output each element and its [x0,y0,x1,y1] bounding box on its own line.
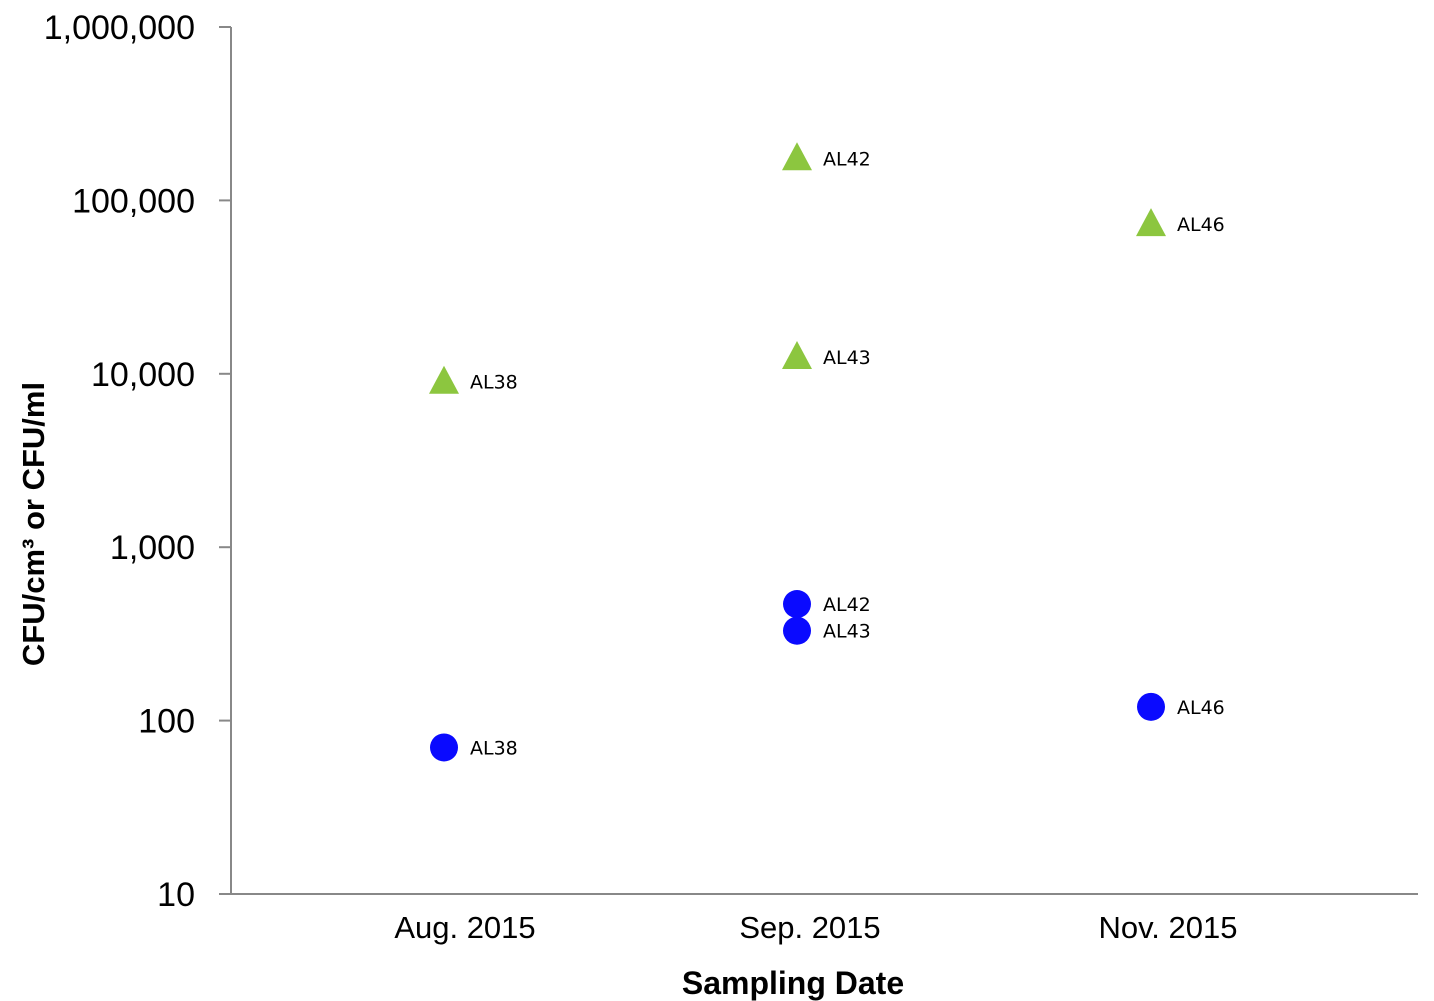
point-label: AL46 [1177,697,1225,719]
point-label: AL38 [470,372,518,394]
triangle-point [782,340,812,369]
point-label: AL43 [823,621,871,643]
x-tick-label: Sep. 2015 [739,910,880,945]
x-tick-label: Nov. 2015 [1098,910,1237,945]
point-label: AL38 [470,737,518,759]
x-ticks: Aug. 2015 Sep. 2015 Nov. 2015 [394,910,1237,945]
y-ticks: 10 100 1,000 10,000 100,000 1,000,000 [44,9,231,914]
point-label: AL46 [1177,214,1225,236]
y-axis-label: CFU/cm³ or CFU/ml [16,382,51,666]
y-tick-label: 10,000 [91,356,195,394]
y-tick-label: 100,000 [72,182,195,220]
data-points: AL38 AL42 AL43 AL46 AL38 AL42 AL43 AL46 [429,142,1225,762]
circle-point [783,590,811,619]
point-label: AL43 [823,347,871,369]
circle-point [783,616,811,645]
axes [230,27,1418,895]
triangle-point [1136,208,1166,237]
x-tick-label: Aug. 2015 [394,910,535,945]
y-tick-label: 100 [138,703,195,741]
circle-point [430,733,458,762]
y-tick-label: 1,000 [110,529,195,567]
y-tick-label: 1,000,000 [44,9,195,47]
triangle-point [429,365,459,394]
triangle-point [782,142,812,171]
point-label: AL42 [823,594,871,616]
x-axis-label: Sampling Date [682,965,904,1001]
point-label: AL42 [823,148,871,170]
circle-point [1137,692,1165,721]
y-tick-label: 10 [157,876,195,914]
